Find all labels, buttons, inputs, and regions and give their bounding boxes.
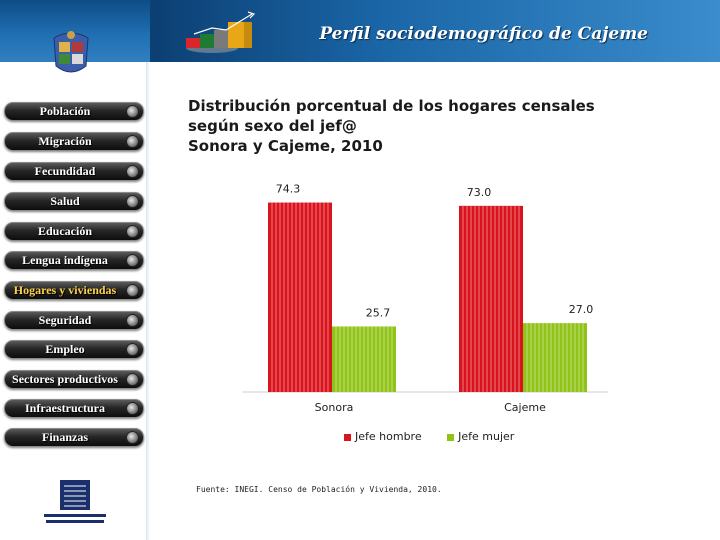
nav-label: Sectores productivos [12, 372, 118, 386]
site-title: Perfil sociodemográfico de Cajeme [319, 24, 648, 44]
nav-infraestructura-button[interactable]: Infraestructura [4, 399, 144, 418]
circle-icon [126, 195, 139, 208]
nav-label: Hogares y viviendas [13, 283, 117, 297]
data-label: 25.7 [366, 306, 391, 319]
bar-jefe-hombre-cajeme [459, 205, 523, 392]
header-bar: Perfil sociodemográfico de Cajeme [0, 0, 720, 62]
inegi-logo-icon [44, 480, 106, 523]
legend-swatch [447, 433, 455, 441]
circle-icon [126, 165, 139, 178]
source-note: Fuente: INEGI. Censo de Población y Vivi… [196, 485, 442, 494]
legend-label: Jefe hombre [355, 430, 422, 443]
category-label: Sonora [315, 401, 354, 414]
circle-icon [126, 431, 139, 444]
nav-poblacion-button[interactable]: Población [4, 102, 144, 121]
data-label: 74.3 [276, 183, 301, 196]
coat-of-arms-icon [53, 31, 89, 73]
chart-title-line: Distribución porcentual de los hogares c… [188, 97, 595, 115]
nav-label: Migración [38, 134, 92, 148]
nav-label: Fecundidad [34, 164, 96, 178]
nav-label: Seguridad [38, 313, 92, 327]
nav-seguridad-button[interactable]: Seguridad [4, 311, 144, 330]
nav-finanzas-button[interactable]: Finanzas [4, 428, 144, 447]
sidebar-edge [146, 62, 150, 540]
chart-title-line: según sexo del jef@ [188, 117, 357, 135]
circle-icon [126, 254, 139, 267]
legend-item-jefe-mujer: Jefe mujer [447, 430, 514, 443]
nav-empleo-button[interactable]: Empleo [4, 340, 144, 359]
legend-item-jefe-hombre: Jefe hombre [344, 430, 422, 443]
data-label: 27.0 [569, 303, 594, 316]
circle-icon [126, 105, 139, 118]
nav-label: Empleo [45, 342, 85, 356]
nav-migracion-button[interactable]: Migración [4, 132, 144, 151]
data-label: 73.0 [467, 186, 492, 199]
circle-icon [126, 284, 139, 297]
category-label: Cajeme [504, 401, 546, 414]
circle-icon [126, 314, 139, 327]
nav-lengua-indigena-button[interactable]: Lengua indígena [4, 251, 144, 270]
nav-salud-button[interactable]: Salud [4, 192, 144, 211]
nav-label: Población [39, 104, 91, 118]
nav-fecundidad-button[interactable]: Fecundidad [4, 162, 144, 181]
bar-jefe-hombre-sonora [268, 202, 332, 392]
nav-label: Salud [50, 194, 80, 208]
bar-jefe-mujer-cajeme [523, 323, 587, 392]
circle-icon [126, 135, 139, 148]
legend-label: Jefe mujer [458, 430, 515, 443]
chart-legend: Jefe hombre Jefe mujer [344, 430, 536, 443]
bar-jefe-mujer-sonora [332, 326, 396, 392]
chart-title-line: Sonora y Cajeme, 2010 [188, 137, 383, 155]
bar-chart: 74.3 25.7 Sonora 73.0 27.0 Cajeme [242, 183, 608, 414]
legend-swatch [344, 433, 351, 441]
circle-icon [126, 402, 139, 415]
nav-label: Educación [37, 224, 92, 238]
nav-educacion-button[interactable]: Educación [4, 222, 144, 241]
circle-icon [126, 343, 139, 356]
nav-label: Lengua indígena [22, 253, 108, 267]
nav-sectores-productivos-button[interactable]: Sectores productivos [4, 370, 144, 389]
circle-icon [126, 373, 139, 386]
nav-label: Infraestructura [25, 401, 105, 415]
nav-hogares-viviendas-button[interactable]: Hogares y viviendas [4, 281, 144, 300]
nav-label: Finanzas [41, 430, 88, 444]
bar-chart-logo-icon [186, 11, 256, 53]
circle-icon [126, 225, 139, 238]
chart-title: Distribución porcentual de los hogares c… [188, 96, 618, 156]
